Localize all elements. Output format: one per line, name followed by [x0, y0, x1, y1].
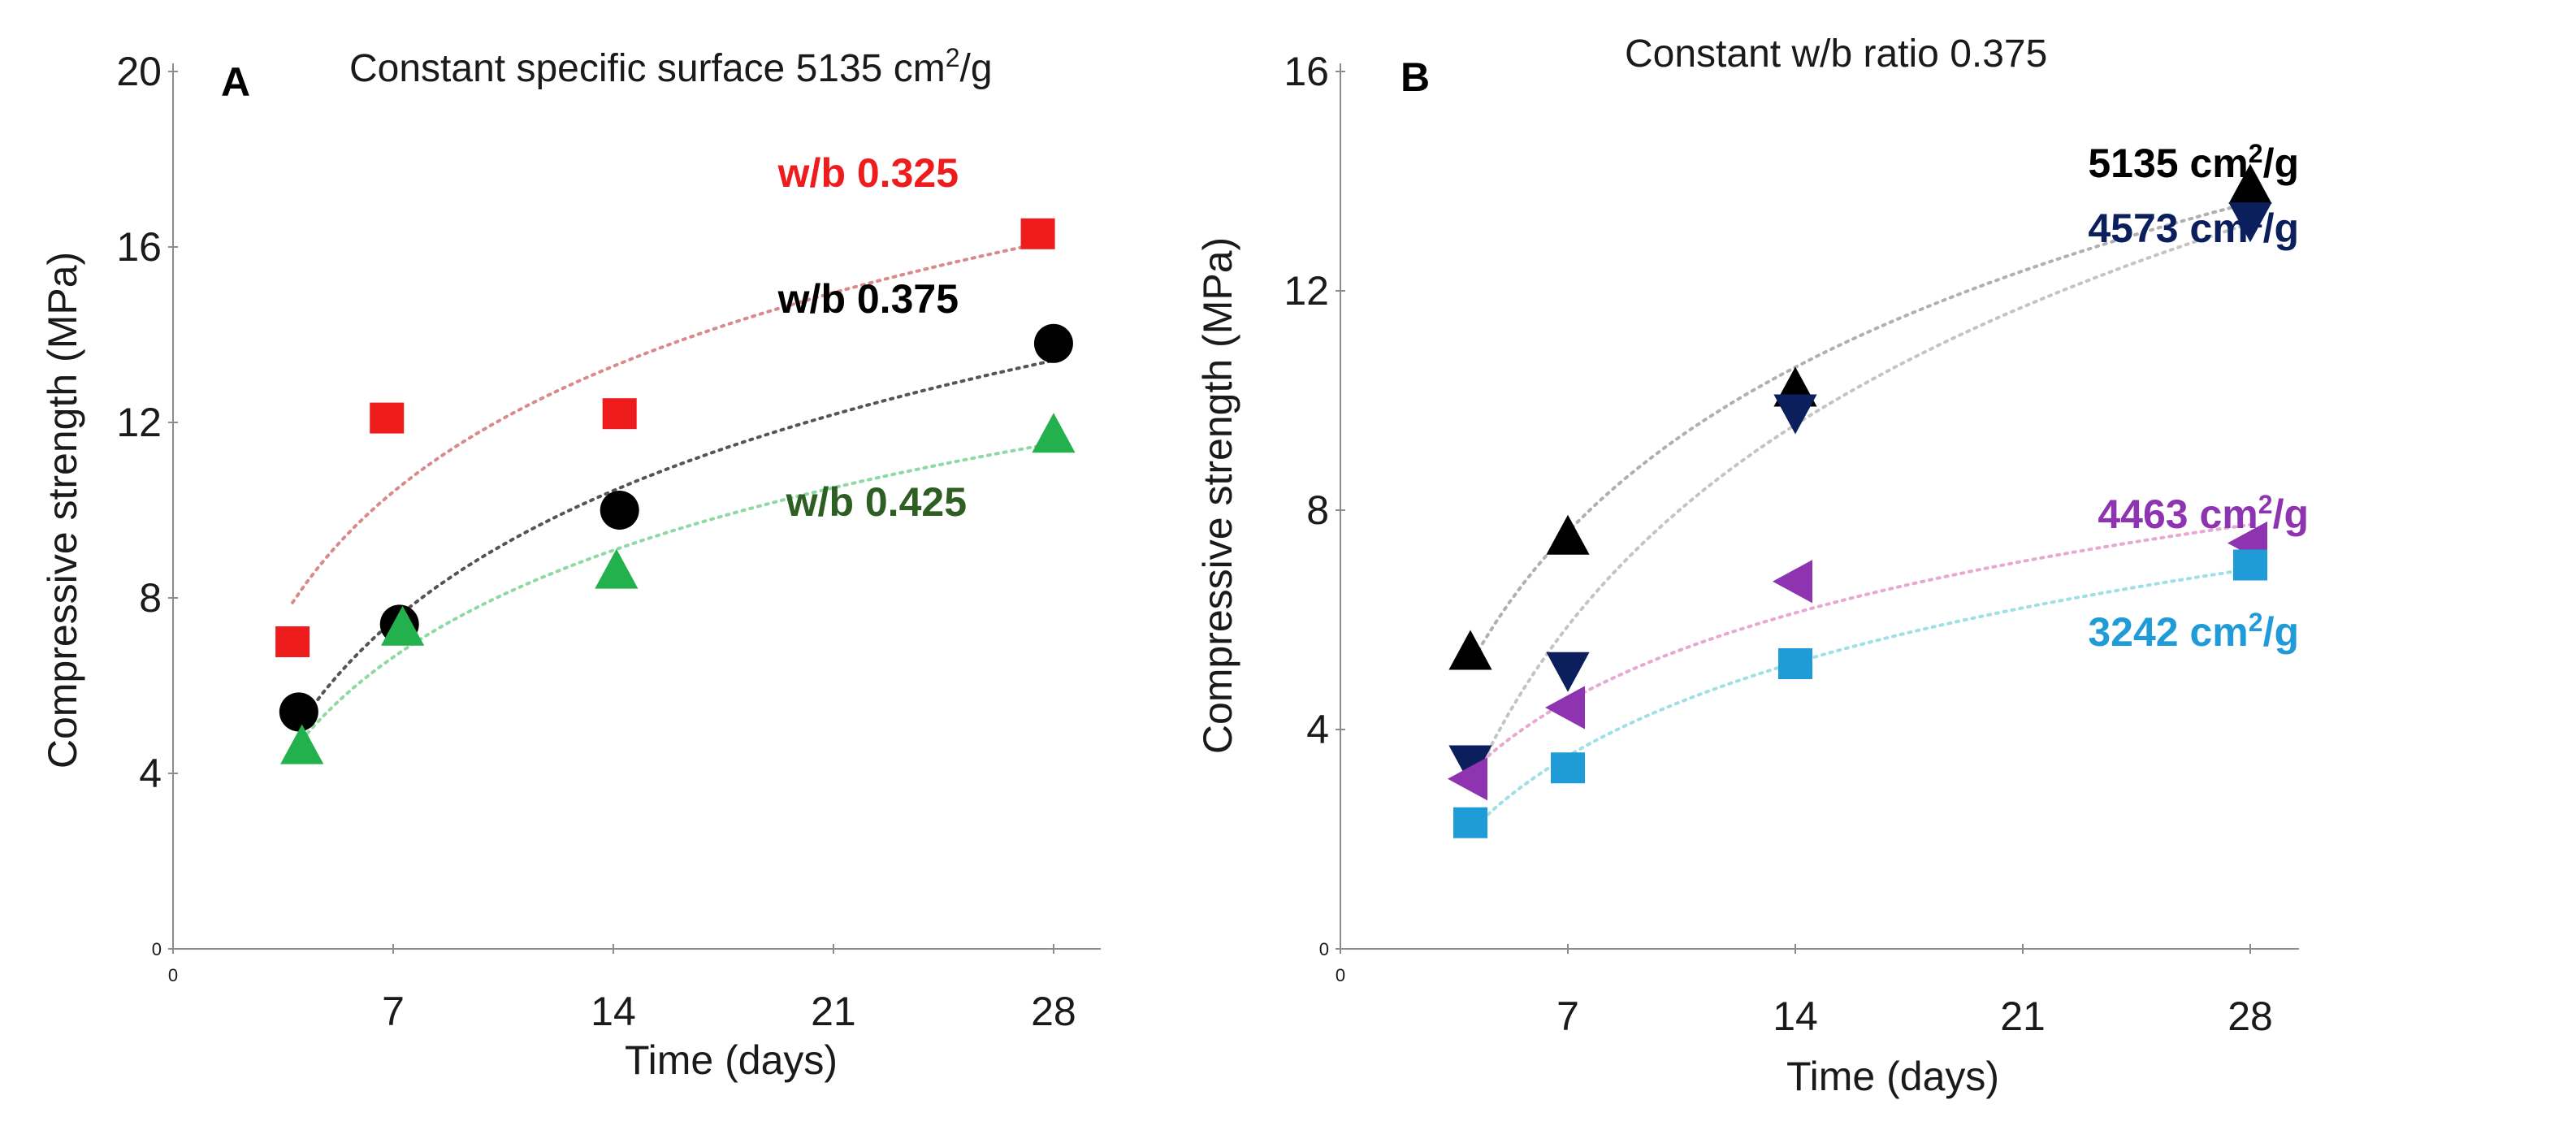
chart-panel-b: 0 4 8 12 16 0 7 14 21 28 Time (days) Compressive st… [1195, 32, 2309, 1099]
data-point-series-1 [275, 626, 310, 657]
trend-line-series-3 [1469, 522, 2252, 774]
series-label-4: 3242 cm2/g [2088, 608, 2299, 655]
panel-label: A [221, 59, 250, 105]
y-tick-label: 4 [1306, 707, 1329, 752]
y-tick-label: 20 [116, 49, 162, 94]
y-axis-title: Compressive strength (MPa) [40, 252, 85, 768]
series-label-3: 4463 cm2/g [2098, 490, 2309, 537]
data-point-series-3 [380, 605, 425, 646]
data-point-series-3 [1448, 757, 1487, 801]
series-label-2: w/b 0.375 [777, 276, 959, 322]
x-axis-title: Time (days) [1786, 1054, 1999, 1099]
x-tick-label: 0 [1336, 965, 1345, 985]
data-point-series-2 [600, 491, 639, 530]
data-point-series-3 [1545, 686, 1585, 730]
series-label-1: 5135 cm2/g [2088, 139, 2299, 186]
y-axis-title: Compressive strength (MPa) [1195, 237, 1240, 754]
x-tick-label: 0 [168, 965, 178, 985]
series-label-2: 4573 cm2/g [2088, 204, 2299, 251]
data-point-series-1 [370, 402, 405, 434]
y-tick-label: 16 [116, 224, 162, 270]
data-point-series-4 [2233, 549, 2267, 581]
trend-line-series-1 [1469, 201, 2252, 667]
data-point-series-2 [1773, 394, 1817, 435]
y-tick-label: 12 [1284, 268, 1329, 314]
data-point-series-3 [1032, 413, 1076, 453]
x-tick-label: 21 [811, 989, 856, 1034]
data-point-series-3 [280, 724, 324, 764]
series-label-1: w/b 0.325 [777, 150, 959, 196]
trend-line-series-2 [1469, 222, 2252, 790]
x-tick-label: 28 [2227, 994, 2273, 1039]
data-point-series-2 [1448, 745, 1492, 786]
data-point-series-1 [1448, 630, 1492, 670]
x-axis-title: Time (days) [625, 1037, 838, 1083]
trend-line-series-4 [1469, 567, 2252, 833]
y-tick-label: 8 [139, 575, 162, 621]
x-tick-label: 7 [382, 989, 405, 1034]
data-point-series-2 [2228, 202, 2272, 243]
data-point-series-3 [1773, 560, 1812, 604]
series-label-3: w/b 0.425 [786, 479, 967, 525]
x-tick-label: 7 [1556, 994, 1579, 1039]
trend-line-series-3 [300, 441, 1055, 742]
y-tick-label: 12 [116, 400, 162, 445]
data-point-series-1 [602, 398, 637, 430]
y-tick-label: 8 [1306, 487, 1329, 533]
x-tick-label: 21 [2000, 994, 2046, 1039]
data-point-series-1 [1020, 218, 1055, 249]
data-point-series-1 [1546, 514, 1590, 555]
x-tick-label: 28 [1031, 989, 1076, 1034]
y-tick-label: 0 [152, 939, 162, 959]
data-point-series-2 [1033, 323, 1073, 363]
chart-title: Constant specific surface 5135 cm2/g [349, 43, 993, 90]
data-point-series-2 [279, 692, 318, 732]
data-point-series-4 [1453, 807, 1487, 838]
panel-label: B [1401, 54, 1430, 100]
data-point-series-4 [1551, 752, 1585, 784]
y-tick-label: 0 [1319, 939, 1329, 959]
chart-title: Constant w/b ratio 0.375 [1625, 32, 2047, 76]
x-tick-label: 14 [591, 989, 636, 1034]
trend-line-series-1 [291, 242, 1040, 604]
data-point-series-4 [1778, 648, 1812, 679]
data-point-series-3 [595, 548, 639, 589]
y-tick-label: 4 [139, 751, 162, 796]
chart-panel-a: 0 4 8 12 16 20 0 7 14 21 28 Time (days) Compressive … [40, 43, 1101, 1083]
data-point-series-2 [1546, 652, 1590, 692]
trend-line-series-2 [297, 358, 1055, 728]
y-tick-label: 16 [1284, 49, 1329, 94]
data-point-series-1 [2228, 163, 2272, 204]
x-tick-label: 14 [1773, 994, 1818, 1039]
